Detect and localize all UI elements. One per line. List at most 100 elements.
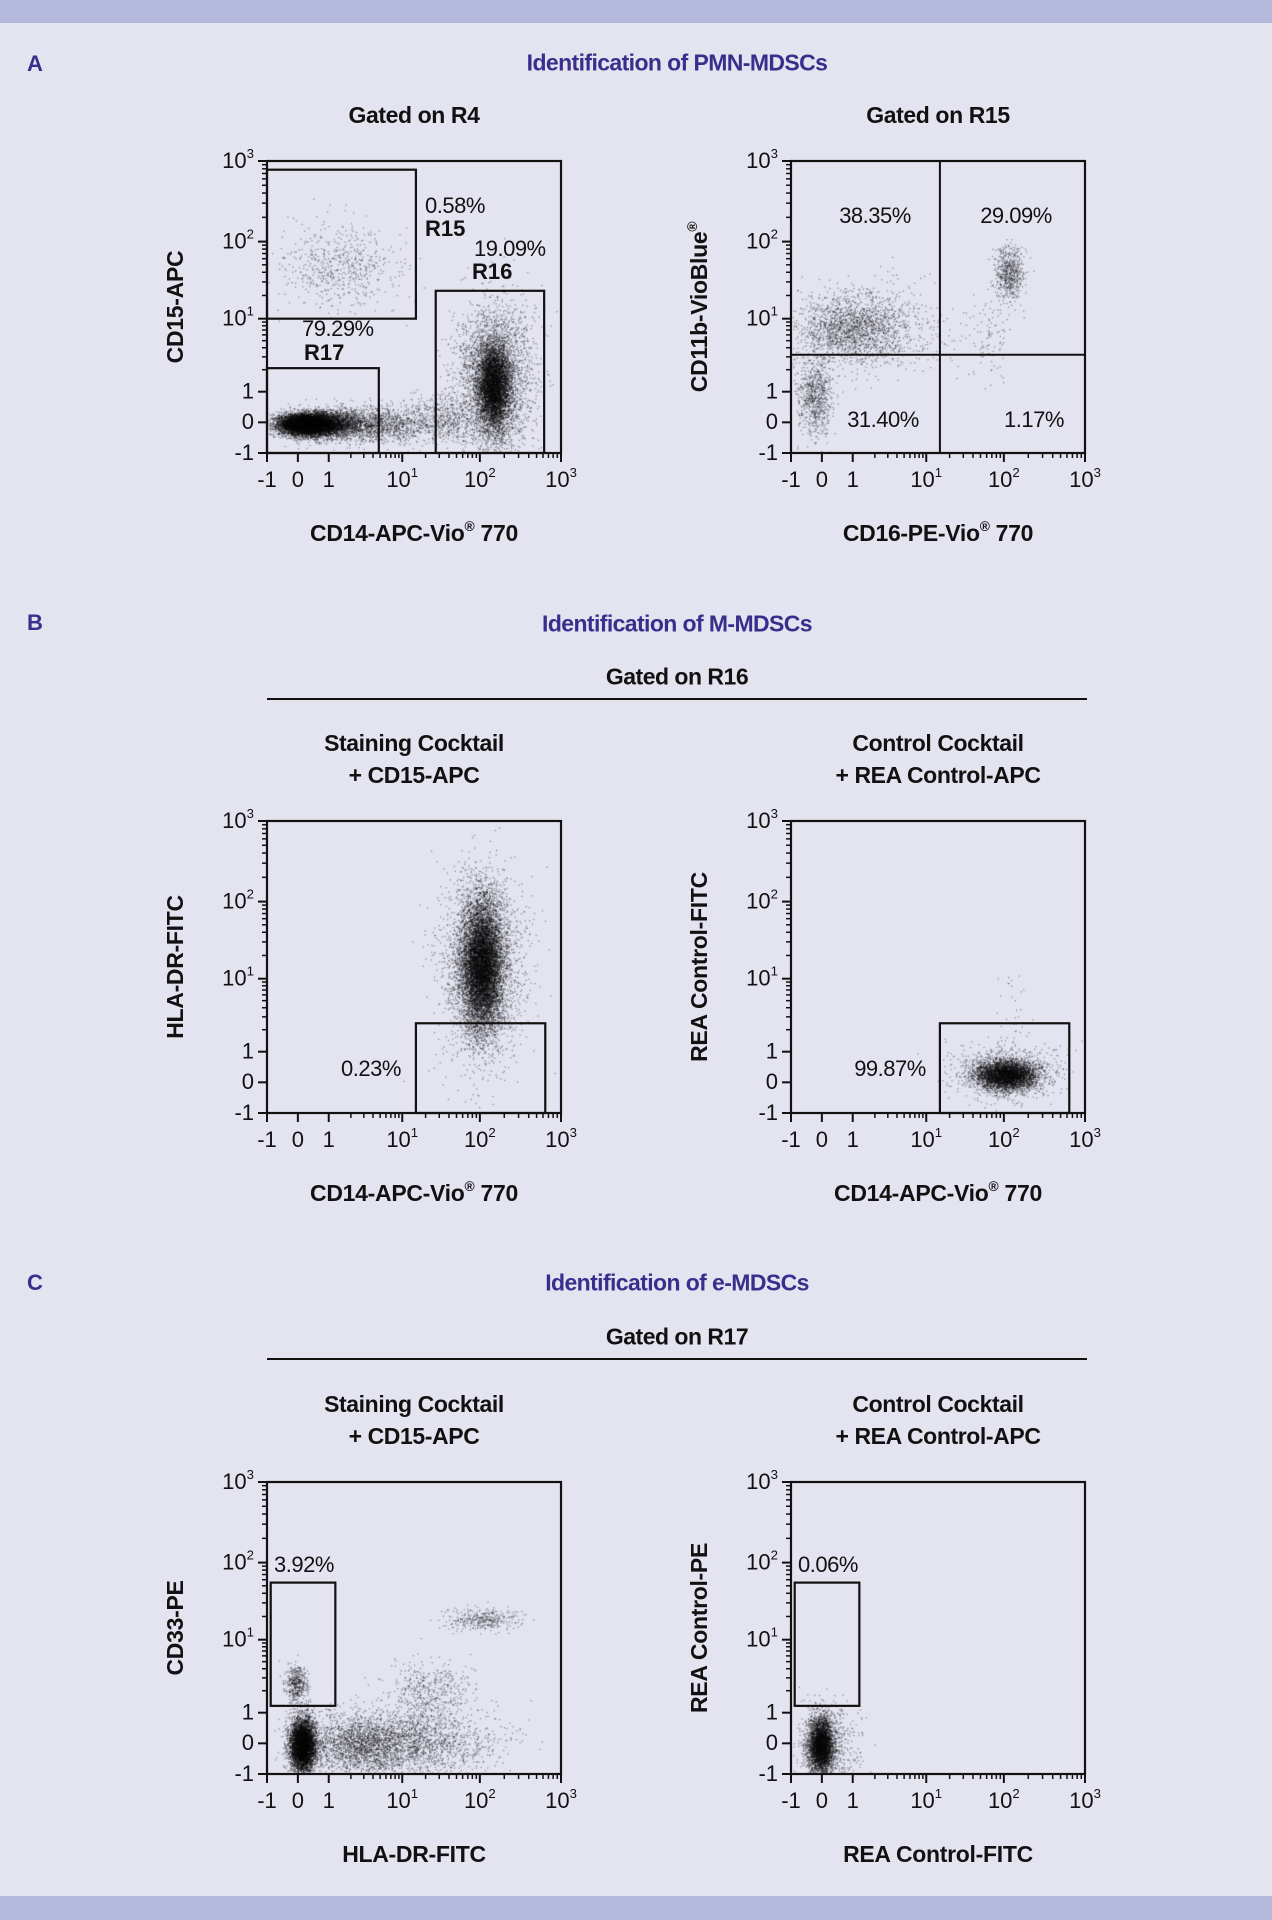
y-tick-label: 101 xyxy=(222,304,254,331)
y-tick-label: 101 xyxy=(746,304,778,331)
plot-title-line: Staining Cocktail xyxy=(324,730,504,756)
gate-percent-label: 79.29% xyxy=(302,316,374,341)
x-tick-label: 101 xyxy=(386,465,418,492)
x-tick-label: 103 xyxy=(1069,1125,1101,1152)
quadrant-percent-upper-left: 38.35% xyxy=(839,203,911,228)
plot-frame xyxy=(789,1480,1087,1776)
x-tick-label: -1 xyxy=(257,1788,277,1813)
x-tick-label: 0 xyxy=(816,1788,828,1813)
y-tick-label: -1 xyxy=(758,1100,778,1125)
y-axis-label: HLA-DR-FITC xyxy=(162,895,188,1039)
y-tick-label: 102 xyxy=(746,227,778,254)
x-tick-label: 0 xyxy=(292,467,304,492)
y-tick-label: 1 xyxy=(766,1038,778,1063)
gate-name-label: R16 xyxy=(472,259,512,284)
scatter-dots xyxy=(267,821,561,1113)
flow-plot-a-left: -1-10011101101102102103103CD14-APC-Vio® … xyxy=(162,102,577,546)
x-axis-label: CD14-APC-Vio® 770 xyxy=(310,519,518,546)
y-tick-label: 1 xyxy=(766,378,778,403)
quadrant-percent-lower-left: 31.40% xyxy=(847,407,919,432)
y-tick-label: 0 xyxy=(242,409,254,434)
plot-title-line: Control Cocktail xyxy=(852,1391,1023,1417)
gate-percent-label: 19.09% xyxy=(474,236,546,261)
y-tick-label: -1 xyxy=(234,1100,254,1125)
x-tick-label: 0 xyxy=(816,467,828,492)
y-tick-label: -1 xyxy=(758,1761,778,1786)
x-tick-label: 103 xyxy=(545,1786,577,1813)
gate-r15 xyxy=(265,168,418,320)
x-tick-label: 103 xyxy=(1069,1786,1101,1813)
gate-r16 xyxy=(434,289,546,455)
y-tick-label: 102 xyxy=(222,227,254,254)
x-axis-label: CD14-APC-Vio® 770 xyxy=(310,1179,518,1206)
y-axis-label: CD33-PE xyxy=(162,1580,188,1675)
gate-region xyxy=(414,1022,547,1115)
flow-plot-b-right: -1-10011101101102102103103CD14-APC-Vio® … xyxy=(686,730,1101,1206)
plot-title-line: + CD15-APC xyxy=(349,1423,480,1449)
scatter-dots xyxy=(267,1482,561,1774)
quadrant-percent-upper-right: 29.09% xyxy=(980,203,1052,228)
x-tick-label: -1 xyxy=(781,467,801,492)
y-tick-label: 1 xyxy=(242,378,254,403)
plot-frame xyxy=(265,159,563,455)
y-tick-label: -1 xyxy=(234,440,254,465)
y-tick-label: 102 xyxy=(222,887,254,914)
x-tick-label: 103 xyxy=(545,1125,577,1152)
top-band xyxy=(0,0,1272,23)
x-tick-label: 101 xyxy=(386,1125,418,1152)
x-tick-label: 0 xyxy=(292,1127,304,1152)
x-axis-label: CD16-PE-Vio® 770 xyxy=(843,519,1033,546)
flow-plot-b-left: -1-10011101101102102103103CD14-APC-Vio® … xyxy=(162,730,577,1206)
plot-title-line: + REA Control-APC xyxy=(835,762,1040,788)
section-letter-c: C xyxy=(27,1270,43,1295)
gate-region xyxy=(793,1581,861,1707)
section-title-b: Identification of M-MDSCs xyxy=(542,610,813,637)
y-axis-label: CD11b-VioBlue® xyxy=(685,222,712,393)
gate-percent-label: 99.87% xyxy=(854,1056,926,1081)
x-tick-label: 1 xyxy=(847,467,859,492)
x-axis-label: REA Control-FITC xyxy=(843,1841,1033,1867)
section-letter-b: B xyxy=(27,610,43,635)
y-tick-label: 103 xyxy=(746,806,778,833)
x-tick-label: 101 xyxy=(910,1786,942,1813)
x-tick-label: 101 xyxy=(386,1786,418,1813)
y-tick-label: 0 xyxy=(766,409,778,434)
y-axis-label: CD15-APC xyxy=(162,251,188,364)
y-tick-label: 102 xyxy=(222,1548,254,1575)
gate-percent-label: 0.06% xyxy=(798,1552,858,1577)
x-tick-label: 102 xyxy=(464,1786,496,1813)
y-tick-label: 0 xyxy=(766,1069,778,1094)
plot-title-line: Staining Cocktail xyxy=(324,1391,504,1417)
scatter-dots xyxy=(267,161,561,453)
x-tick-label: 1 xyxy=(323,1788,335,1813)
y-tick-label: -1 xyxy=(758,440,778,465)
x-tick-label: -1 xyxy=(781,1127,801,1152)
x-tick-label: 1 xyxy=(323,467,335,492)
x-tick-label: 102 xyxy=(464,1125,496,1152)
gate-region xyxy=(269,1581,337,1707)
y-tick-label: 102 xyxy=(746,887,778,914)
section-title-a: Identification of PMN-MDSCs xyxy=(526,49,828,76)
gate-percent-label: 0.23% xyxy=(341,1056,401,1081)
x-tick-label: 1 xyxy=(847,1127,859,1152)
y-tick-label: 0 xyxy=(766,1730,778,1755)
x-tick-label: 102 xyxy=(988,1786,1020,1813)
x-tick-label: 101 xyxy=(910,1125,942,1152)
plot-title-line: Control Cocktail xyxy=(852,730,1023,756)
x-tick-label: -1 xyxy=(257,1127,277,1152)
y-tick-label: 0 xyxy=(242,1069,254,1094)
y-tick-label: 101 xyxy=(746,964,778,991)
x-axis-label: CD14-APC-Vio® 770 xyxy=(834,1179,1042,1206)
plot-frame xyxy=(265,819,563,1115)
section-letter-a: A xyxy=(27,51,43,76)
plot-frame xyxy=(789,159,1087,455)
x-tick-label: 0 xyxy=(816,1127,828,1152)
x-tick-label: 1 xyxy=(323,1127,335,1152)
y-tick-label: 103 xyxy=(746,146,778,173)
plot-title-line: + REA Control-APC xyxy=(835,1423,1040,1449)
x-tick-label: 102 xyxy=(988,1125,1020,1152)
x-tick-label: 101 xyxy=(910,465,942,492)
